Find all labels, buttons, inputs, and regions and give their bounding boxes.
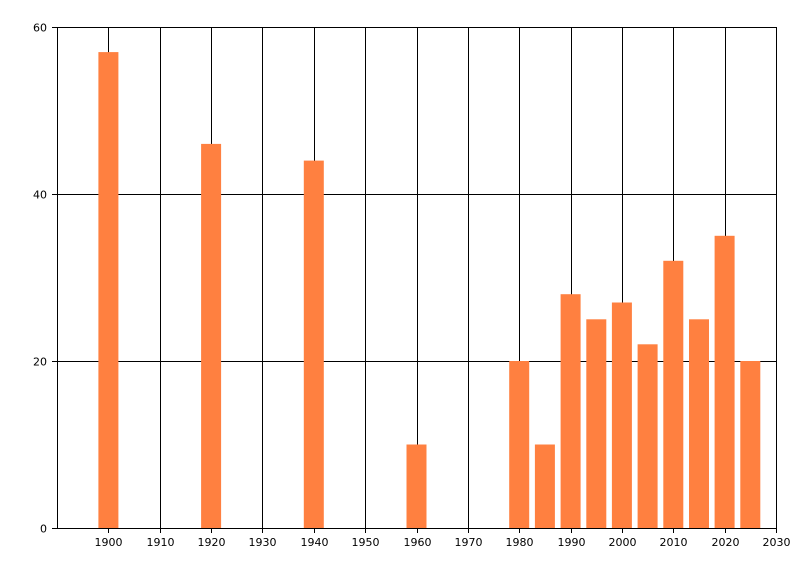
x-tick-label-1940: 1940 xyxy=(301,536,329,549)
x-tick-label-1920: 1920 xyxy=(198,536,226,549)
x-tick-label-2020: 2020 xyxy=(712,536,740,549)
y-tick-label-20: 20 xyxy=(33,356,47,369)
x-tick-label-2030: 2030 xyxy=(763,536,791,549)
bar-2025 xyxy=(740,361,761,528)
x-tick-label-1930: 1930 xyxy=(249,536,277,549)
bar-2020 xyxy=(714,235,735,529)
x-tick-label-1990: 1990 xyxy=(558,536,586,549)
bar-2010 xyxy=(663,260,684,528)
axes xyxy=(52,27,777,533)
x-tick-label-1980: 1980 xyxy=(506,536,534,549)
y-tick-label-60: 60 xyxy=(33,22,47,35)
bar-2000 xyxy=(611,302,632,528)
bar-1900 xyxy=(98,52,119,528)
bar-2015 xyxy=(689,319,709,529)
x-tick-label-2000: 2000 xyxy=(609,536,637,549)
bar-1940 xyxy=(303,160,324,528)
bars xyxy=(98,52,761,529)
x-tick-label-1970: 1970 xyxy=(455,536,483,549)
x-tick-label-1910: 1910 xyxy=(147,536,175,549)
bar-1990 xyxy=(560,294,581,528)
tick-labels: 1900 1910 1920 1930 1940 1950 1960 1970 1980 1990… xyxy=(33,22,791,550)
x-tick-label-1960: 1960 xyxy=(404,536,432,549)
y-tick-label-40: 40 xyxy=(33,189,47,202)
bar-1920 xyxy=(201,143,222,528)
bar-2005 xyxy=(637,344,658,528)
x-tick-label-2010: 2010 xyxy=(660,536,688,549)
bar-1980 xyxy=(509,361,530,528)
x-tick-label-1950: 1950 xyxy=(352,536,380,549)
bar-1995 xyxy=(586,319,607,529)
bar-1985 xyxy=(534,444,555,528)
x-tick-label-1900: 1900 xyxy=(95,536,123,549)
bar-1960 xyxy=(406,444,427,528)
y-tick-label-0: 0 xyxy=(40,523,47,536)
